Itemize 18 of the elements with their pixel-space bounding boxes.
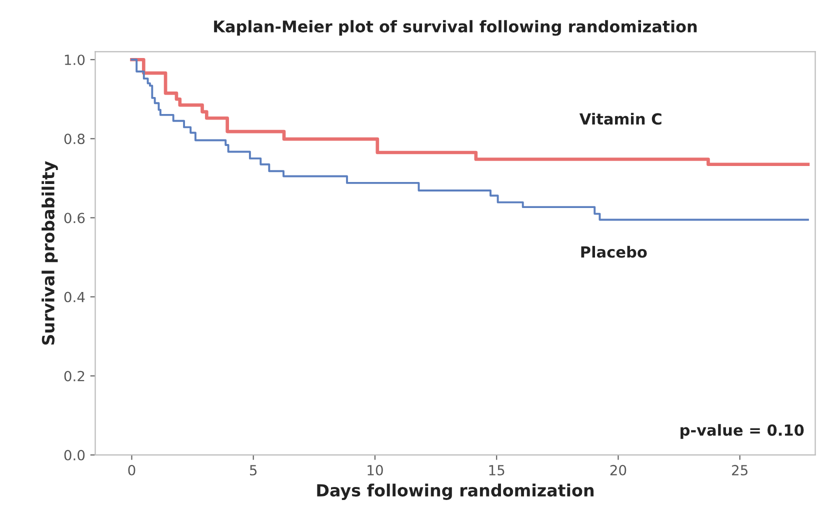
x-tick-label: 5 (250, 465, 257, 476)
x-tick-label: 20 (610, 464, 626, 476)
y-tick-label: 0.6 (64, 212, 85, 224)
chart-title: Kaplan-Meier plot of survival following randomization (214, 20, 697, 36)
y-tick-label: 0.0 (64, 450, 85, 460)
x-tick-label: 25 (732, 464, 748, 476)
y-tick-label: 0.8 (64, 134, 85, 144)
y-axis-title: Survival probability (42, 161, 58, 345)
y-tick-label: 1.0 (64, 54, 85, 66)
y-tick-label: 0.2 (64, 370, 84, 382)
x-tick-label: 15 (489, 465, 504, 476)
annotation: p-value = 0.10 (680, 424, 804, 439)
y-tick-label: 0.4 (64, 292, 85, 302)
series-label: Placebo (581, 246, 647, 258)
text: Vitamin C (579, 112, 662, 125)
x-tick-label: 0 (128, 464, 136, 476)
x-tick-label: 10 (368, 464, 383, 476)
x-axis-title: Days following randomization (317, 484, 594, 500)
